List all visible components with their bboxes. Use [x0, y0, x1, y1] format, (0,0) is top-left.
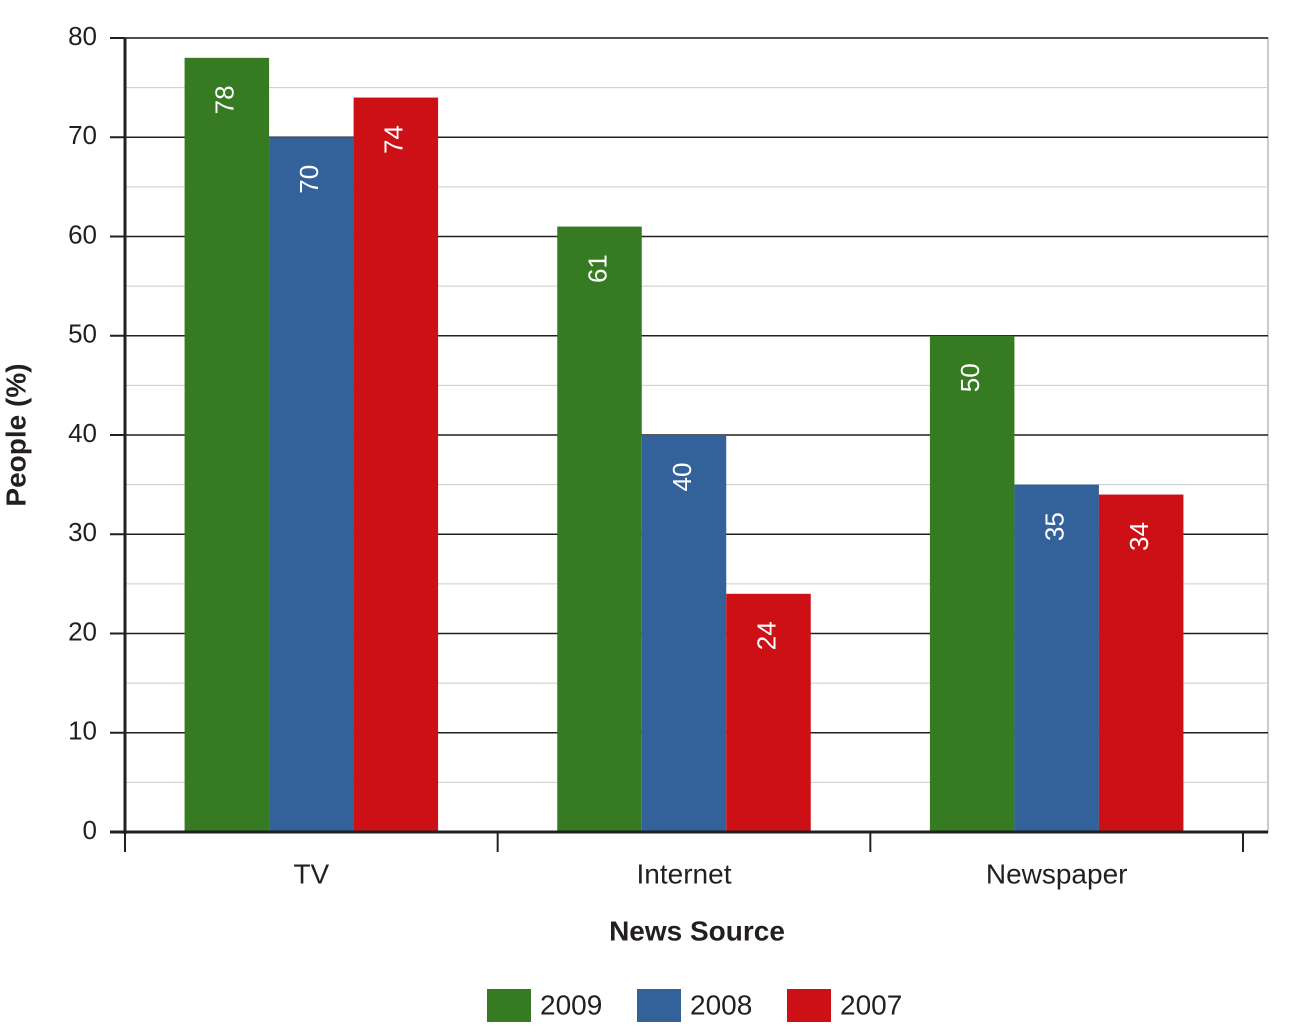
x-axis-title: News Source — [609, 915, 785, 946]
x-tick-label: TV — [293, 858, 329, 889]
bar — [353, 97, 439, 833]
value-label: 70 — [294, 165, 324, 194]
x-tick-label: Newspaper — [986, 858, 1128, 889]
legend-label: 2008 — [690, 989, 752, 1020]
bar — [641, 435, 727, 832]
y-tick-label: 60 — [68, 219, 97, 249]
x-tick-label: Internet — [637, 858, 732, 889]
y-tick-label: 30 — [68, 517, 97, 547]
value-label: 34 — [1124, 522, 1154, 551]
value-label: 78 — [210, 85, 240, 114]
bar — [269, 137, 354, 832]
y-tick-label: 10 — [68, 716, 97, 746]
bar — [726, 593, 811, 832]
legend-swatch — [787, 989, 831, 1022]
y-tick-label: 80 — [68, 21, 97, 51]
legend-swatch — [637, 989, 681, 1022]
y-tick-label: 40 — [68, 418, 97, 448]
y-tick-label: 50 — [68, 319, 97, 349]
y-axis-title: People (%) — [0, 363, 31, 506]
value-label: 74 — [379, 125, 409, 154]
legend-swatch — [487, 989, 531, 1022]
bar — [184, 57, 270, 833]
bar — [557, 226, 642, 832]
value-label: 50 — [955, 363, 985, 392]
bar — [1014, 484, 1099, 832]
bar — [929, 335, 1015, 832]
legend-label: 2007 — [840, 989, 902, 1020]
bar — [1098, 494, 1184, 832]
y-tick-label: 70 — [68, 120, 97, 150]
value-label: 40 — [667, 463, 697, 492]
legend-label: 2009 — [540, 989, 602, 1020]
y-tick-label: 0 — [83, 815, 97, 845]
value-label: 24 — [751, 621, 781, 650]
value-label: 35 — [1040, 512, 1070, 541]
value-label: 61 — [582, 254, 612, 283]
y-tick-label: 20 — [68, 616, 97, 646]
